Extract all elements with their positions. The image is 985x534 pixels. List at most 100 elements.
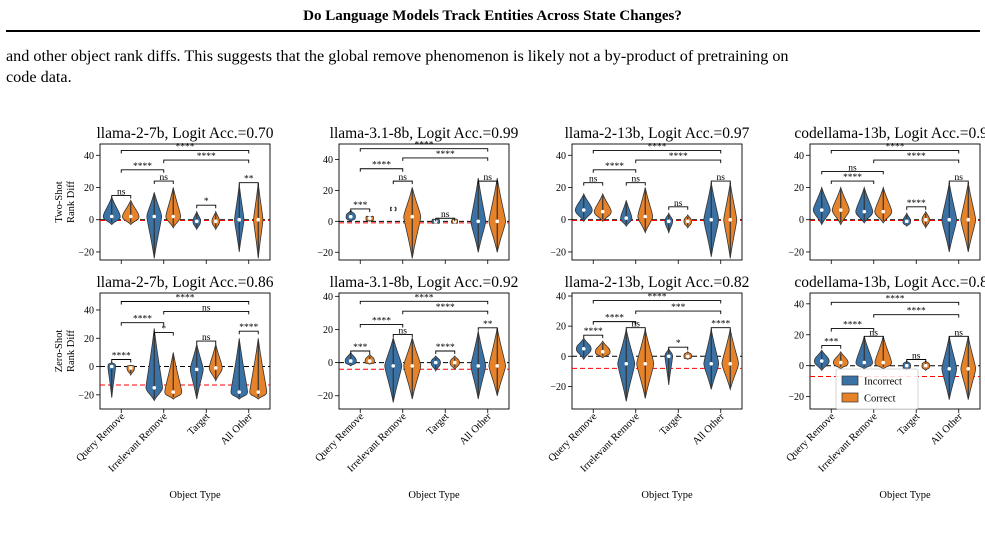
- legend-label: Incorrect: [864, 377, 902, 388]
- violin-median: [237, 390, 242, 394]
- panel-3: llama-2-13b, Logit Acc.=0.97 −20 0 20 40 ns ns…: [550, 125, 750, 264]
- violin-median: [452, 360, 457, 365]
- significance-bracket: [359, 168, 404, 172]
- violin-median: [600, 349, 605, 354]
- significance-bracket: [153, 332, 174, 336]
- x-tick-label: All Other: [219, 411, 255, 447]
- panel-6: llama-3.1-8b, Logit Acc.=0.92−2002040***…: [313, 274, 518, 501]
- significance-bracket: [153, 180, 174, 185]
- y-tick-label: 20: [323, 186, 333, 197]
- violin-median: [904, 363, 909, 368]
- significance-bracket: [710, 327, 731, 331]
- significance-label: ****: [415, 293, 434, 303]
- legend-swatch-incorrect: [841, 375, 859, 386]
- violin-median: [666, 219, 671, 224]
- significance-label: ****: [907, 199, 926, 209]
- significance-bracket: [111, 195, 132, 199]
- significance-bracket: [948, 180, 969, 185]
- significance-label: ****: [584, 327, 603, 337]
- violin-median: [452, 219, 457, 224]
- panel-frame: [99, 292, 271, 410]
- x-tick-label: All Other: [691, 411, 727, 447]
- y-tick-label: 20: [556, 322, 566, 333]
- violin-median: [624, 216, 629, 220]
- significance-bracket: [592, 169, 637, 173]
- x-tick-label: All Other: [929, 411, 965, 447]
- violin-median: [709, 217, 714, 222]
- significance-bracket: [583, 182, 604, 186]
- significance-label: ****: [605, 162, 624, 172]
- violin-median: [966, 366, 971, 371]
- panel-title: llama-3.1-8b, Logit Acc.=0.92: [330, 274, 519, 291]
- legend-label: Correct: [864, 394, 896, 405]
- y-tick-label: 40: [794, 299, 804, 310]
- panel-5: llama-2-7b, Logit Acc.=0.86−2002040*****…: [54, 274, 274, 501]
- violin-median: [128, 214, 133, 219]
- violin-median: [728, 217, 733, 222]
- significance-label: ns: [632, 175, 641, 185]
- significance-label: ns: [955, 173, 964, 183]
- legend-swatch-correct: [841, 392, 859, 403]
- violin-median: [495, 364, 500, 368]
- violin-median: [862, 360, 867, 365]
- x-axis-label: Object Type: [169, 490, 221, 501]
- violin-median: [410, 214, 415, 219]
- significance-label: ns: [632, 320, 641, 330]
- violin-median: [348, 359, 353, 363]
- panel-frame: [338, 292, 510, 410]
- violin-median: [819, 359, 824, 363]
- violin-median: [643, 214, 648, 219]
- significance-label: ns: [202, 303, 211, 313]
- significance-label: ****: [436, 303, 455, 313]
- violin-median: [109, 214, 114, 219]
- significance-bracket: [625, 182, 646, 186]
- significance-bracket: [635, 159, 722, 164]
- y-axis-label: Rank Diff: [66, 180, 77, 223]
- significance-bracket: [477, 327, 498, 331]
- significance-bracket: [821, 345, 842, 349]
- violin-median: [862, 209, 867, 214]
- significance-label: ****: [669, 152, 688, 162]
- significance-bracket: [402, 310, 489, 315]
- panel-title: llama-2-7b, Logit Acc.=0.86: [96, 274, 273, 291]
- significance-label: ****: [436, 343, 455, 353]
- significance-label: ****: [886, 142, 905, 152]
- significance-label: ns: [955, 328, 964, 338]
- y-axis-label: Zero-Shot: [54, 330, 65, 373]
- violin-median: [476, 364, 481, 368]
- significance-bracket: [238, 182, 259, 186]
- significance-label: ****: [436, 150, 455, 160]
- significance-bracket: [873, 314, 960, 318]
- significance-label: ****: [415, 141, 434, 151]
- significance-label: ****: [843, 173, 862, 183]
- significance-bracket: [359, 148, 489, 152]
- significance-label: ns: [160, 173, 169, 183]
- y-tick-label: 20: [84, 334, 94, 345]
- panel-4: codellama-13b, Logit Acc.=0.93 −20 0 20 40 ns…: [788, 125, 985, 264]
- significance-bracket: [583, 334, 604, 339]
- significance-label: ns: [399, 326, 408, 336]
- significance-bracket: [120, 301, 250, 305]
- violin-median: [881, 209, 886, 214]
- y-tick-label: 20: [556, 183, 566, 194]
- significance-label: ****: [197, 152, 216, 162]
- y-axis-label: Rank Diff: [66, 329, 77, 372]
- panel-title: codellama-13b, Logit Acc.=0.82: [794, 274, 985, 291]
- significance-label: ****: [112, 351, 131, 361]
- violin-median: [904, 219, 909, 224]
- y-tick-label: −20: [317, 248, 333, 259]
- violin-median: [256, 217, 261, 222]
- y-tick-label: −20: [788, 392, 804, 403]
- panel-frame: [338, 143, 510, 261]
- significance-bracket: [402, 157, 489, 161]
- panel-1: llama-2-7b, Logit Acc.=0.70 −20 0 20 40 ns ns *…: [54, 125, 274, 264]
- significance-bracket: [359, 324, 404, 328]
- violin-median: [643, 362, 648, 366]
- x-tick-label: Target: [658, 411, 685, 438]
- significance-bracket: [350, 350, 371, 354]
- x-tick-label: Target: [425, 411, 452, 438]
- panel-2: llama-3.1-8b, Logit Acc.=0.99 −20 0 20 40 ***…: [317, 125, 519, 264]
- panel-title: llama-2-13b, Logit Acc.=0.97: [565, 125, 750, 142]
- significance-bracket: [163, 159, 250, 164]
- significance-bracket: [392, 333, 413, 338]
